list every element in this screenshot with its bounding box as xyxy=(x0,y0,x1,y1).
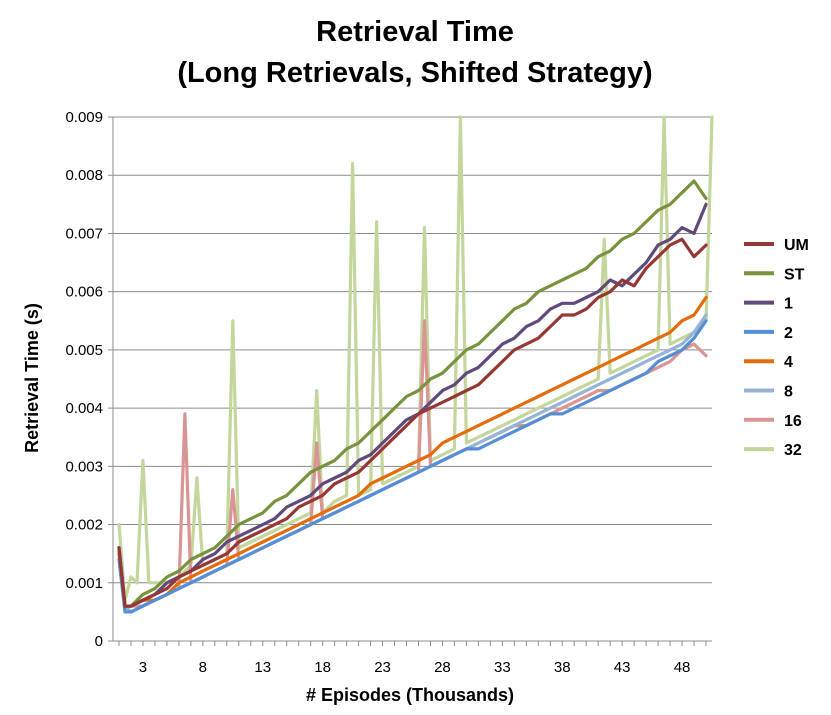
x-axis-title: # Episodes (Thousands) xyxy=(306,685,514,705)
y-tick-label: 0.004 xyxy=(65,400,103,417)
axes xyxy=(108,116,712,646)
legend-label-1: 1 xyxy=(784,296,793,313)
chart-title-line-2: (Long Retrievals, Shifted Strategy) xyxy=(177,57,652,89)
legend-label-ST: ST xyxy=(784,266,805,283)
x-tick-label: 43 xyxy=(614,659,631,676)
y-tick-label: 0.007 xyxy=(65,225,103,242)
y-tick-label: 0.003 xyxy=(65,458,103,475)
series-line-UM xyxy=(117,237,708,608)
y-tick-label: 0.005 xyxy=(65,342,103,359)
x-tick-label: 48 xyxy=(674,659,691,676)
y-tick-label: 0.001 xyxy=(65,575,103,592)
gridlines xyxy=(113,116,712,584)
y-tick-label: 0.002 xyxy=(65,517,103,534)
y-tick-label: 0.008 xyxy=(65,167,103,184)
legend-label-2: 2 xyxy=(784,325,793,342)
series-lines xyxy=(117,115,714,614)
legend-label-4: 4 xyxy=(784,354,793,371)
series-line-2 xyxy=(117,319,708,614)
y-tick-label: 0.006 xyxy=(65,284,103,301)
series-line-1 xyxy=(117,202,708,608)
series-line-32 xyxy=(117,115,714,602)
x-tick-label: 13 xyxy=(254,659,271,676)
legend-label-32: 32 xyxy=(784,442,802,459)
y-axis-title: Retrieval Time (s) xyxy=(22,303,42,453)
series-line-4 xyxy=(117,295,708,608)
legend-label-UM: UM xyxy=(784,237,809,254)
x-tick-label: 3 xyxy=(139,659,147,676)
series-line-ST xyxy=(117,179,708,608)
x-tick-label: 33 xyxy=(494,659,511,676)
y-tick-label: 0 xyxy=(95,633,103,650)
tick-labels: 0 0.001 0.002 0.003 0.004 0.005 0.006 0.007 0.00… xyxy=(65,109,690,676)
x-tick-label: 18 xyxy=(314,659,331,676)
x-tick-label: 8 xyxy=(199,659,207,676)
x-tick-label: 23 xyxy=(374,659,391,676)
legend: UM ST 1 2 4 8 16 32 xyxy=(744,237,809,459)
x-tick-label: 28 xyxy=(434,659,451,676)
x-tick-label: 38 xyxy=(554,659,571,676)
y-tick-label: 0.009 xyxy=(65,109,103,126)
legend-label-16: 16 xyxy=(784,413,802,430)
chart-title-line-1: Retrieval Time xyxy=(316,16,514,48)
legend-label-8: 8 xyxy=(784,384,793,401)
